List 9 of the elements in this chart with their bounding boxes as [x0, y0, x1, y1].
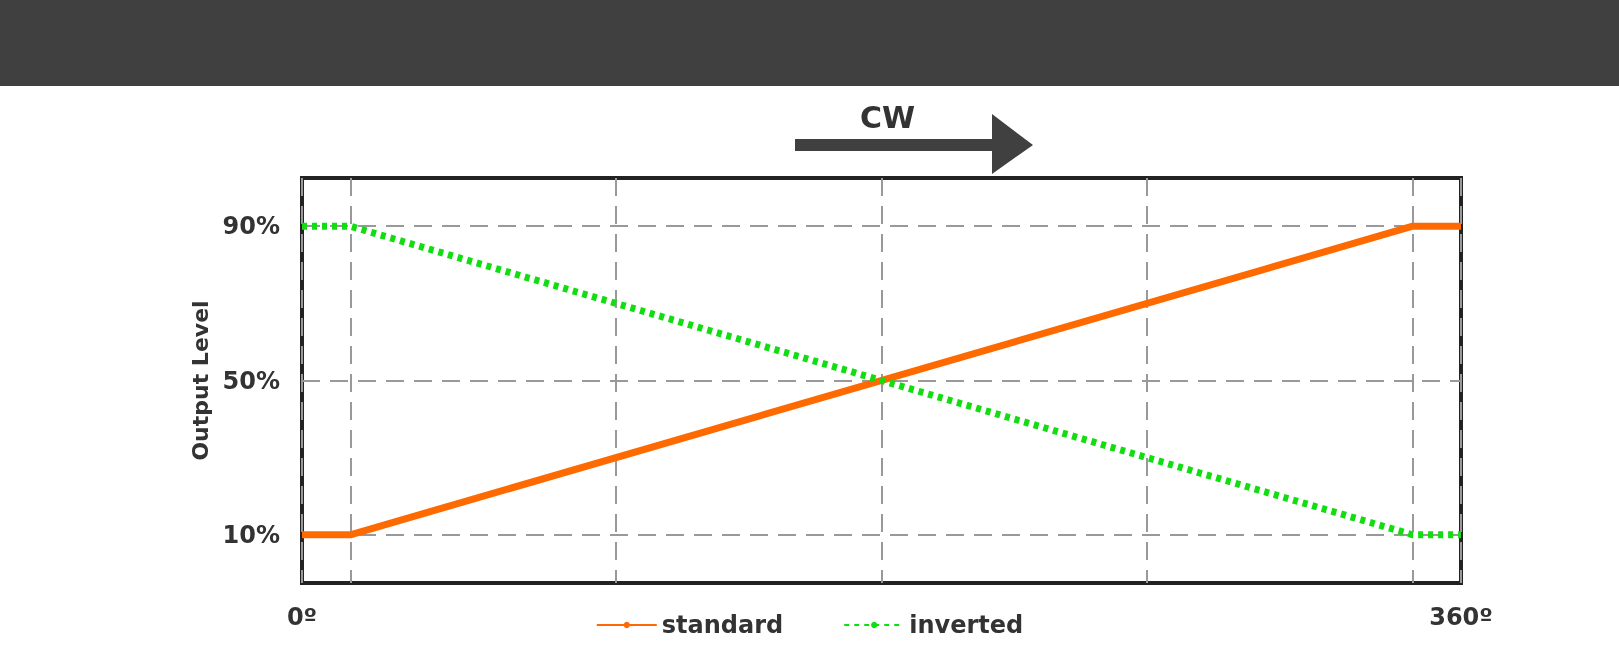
- y-tick-label: 90%: [222, 212, 280, 241]
- legend-label: inverted: [909, 611, 1024, 639]
- y-tick-label: 50%: [222, 366, 280, 395]
- text: CW: [860, 100, 916, 135]
- x-tick-label: 360º: [1429, 603, 1493, 631]
- y-axis-title: Output Level: [188, 300, 214, 461]
- legend-label: standard: [661, 611, 784, 639]
- y-tick-label: 10%: [222, 520, 280, 549]
- x-tick-label: 0º: [286, 603, 318, 631]
